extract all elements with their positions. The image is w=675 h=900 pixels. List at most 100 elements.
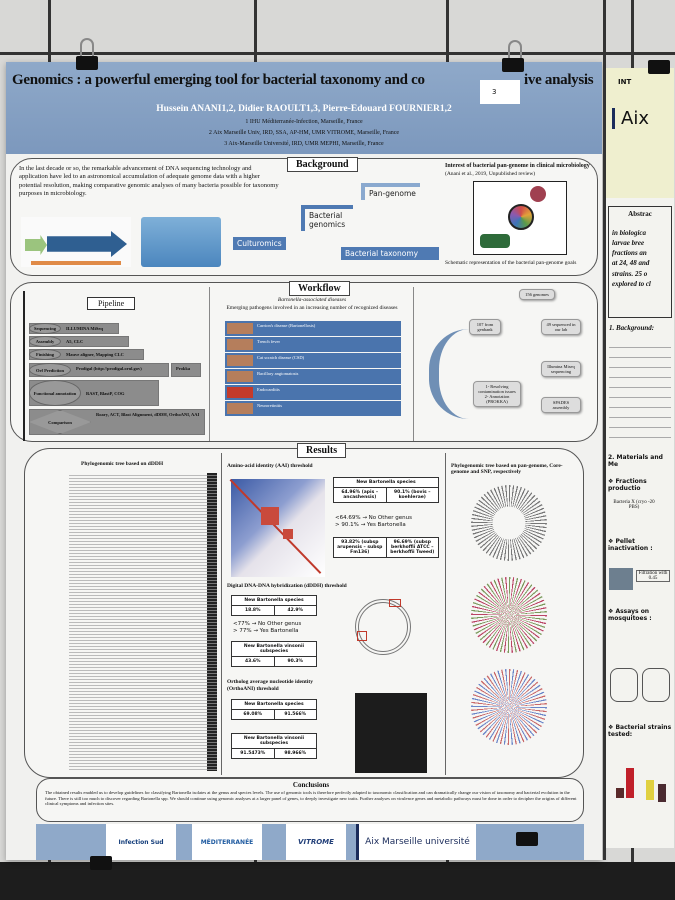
table-header: New Bartonella species (334, 478, 438, 488)
diseases-title: Bartonella-associated diseases (277, 297, 347, 303)
flow-resolve: 1- Resolving contamination issues 2- Ann… (473, 381, 521, 407)
table-cell: 43.6% (244, 659, 261, 664)
side-abstract: Abstrac in biologica larvae bree fractio… (608, 206, 672, 318)
disease-label: Carrion's disease (Bartonellosis) (257, 323, 316, 328)
logo-vitrome: VITROME (286, 824, 346, 860)
side-text (609, 338, 671, 446)
dddh-table: New Bartonella species 18.8% 42.9% (231, 595, 317, 616)
stair-bacterial-taxonomy: Bacterial taxonomy (341, 247, 439, 260)
iceberg-figure (141, 217, 221, 267)
aai-title: Amino-acid identity (AAI) threshold (227, 463, 313, 469)
bacteria-x-label: Bacteria X (cryo -20 PBS) (613, 500, 655, 510)
disease-item: Neuroretinitis (225, 401, 401, 416)
side-section: ❖ Bacterial strains tested: (608, 724, 672, 739)
pangenome-title: Interest of bacterial pan-genome in clin… (445, 163, 590, 169)
dddh-table-2: New Bartonella vinsonii subspecies 43.6%… (231, 641, 317, 667)
flow-total: 156 genomes (519, 289, 555, 300)
divider (413, 287, 414, 441)
flow-illumina: Illumina Miseq sequencing (541, 361, 581, 377)
background-text: In the last decade or so, the remarkable… (19, 165, 279, 198)
note: <77% → No Other genus (233, 621, 302, 627)
pan-tree-title: Phylogenomic tree based on pan-genome, C… (451, 463, 563, 475)
abstract-line: fractions an (612, 249, 647, 258)
table-cell: 69.08% (243, 712, 263, 717)
prokka-label: Prokka (171, 363, 201, 377)
side-photo (609, 568, 633, 590)
core-genome-tree (471, 577, 547, 653)
aai-notes: <64.69% → No Other genus > 90.1% → Yes Ba… (335, 515, 412, 529)
flow-spades: SPADES assembly (541, 397, 581, 413)
curved-arrow (429, 329, 469, 419)
binder-clip (90, 856, 112, 870)
tree-title: Phylogenomic tree based on dDDH (81, 461, 164, 467)
diseases-subtitle: Emerging pathogens involved in an increa… (226, 305, 398, 311)
title-end: ive analysis (524, 72, 594, 88)
note: > 90.1% → Yes Bartonella (335, 521, 406, 528)
table-cell: 98.966% (273, 749, 317, 758)
disease-label: Cat scratch disease (CSD) (257, 355, 305, 360)
table-cell: 96.69% (subsp berkhoffii ATCC – berkhoff… (385, 538, 439, 557)
diseases-list: Carrion's disease (Bartonellosis) Trench… (225, 321, 401, 417)
pipeline-step: Functional annotation (29, 380, 81, 406)
abstract-line: explored to cl (612, 279, 651, 288)
stair-pan-genome: Pan-genome (361, 183, 420, 200)
table-cell: 91.566% (273, 710, 317, 719)
note: <64.69% → No Other genus (335, 515, 412, 521)
side-section: ❖ Assays on mosquitoes : (608, 608, 652, 623)
abstract-line: in biologica (612, 229, 647, 237)
disease-item: Carrion's disease (Bartonellosis) (225, 321, 401, 336)
snp-tree (471, 669, 547, 745)
bar-chart-bar (658, 784, 666, 802)
filtration-label: Filtration with 0.45 (636, 570, 670, 582)
ani-heatmap (355, 693, 427, 773)
logo-infection-sud: Infection Sud (106, 824, 176, 860)
flow-sequenced: 49 sequenced in our lab (541, 319, 581, 335)
results-heading: Results (297, 443, 347, 458)
disease-item: Cat scratch disease (CSD) (225, 353, 401, 368)
disease-label: Trench fever (257, 339, 280, 344)
disease-item: Bacillary angiomatosis (225, 369, 401, 384)
abstract-line: at 24, 48 and (612, 259, 650, 268)
side-header-title: INT (618, 78, 632, 86)
pan-genome-tree (471, 485, 547, 561)
abstract-title: Abstrac (628, 210, 652, 218)
divider (209, 287, 210, 441)
conclusions-text: The obtained results enabled us to devel… (45, 790, 577, 807)
authors: Hussein ANANI1,2, Didier RAOULT1,3, Pier… (156, 104, 452, 114)
pipeline-step: Assembly (29, 336, 61, 347)
pipeline-step: Sequencing (29, 323, 61, 334)
aai-heatmap (229, 479, 325, 577)
disease-item: Trench fever (225, 337, 401, 352)
stair-bacterial-genomics: Bacterial genomics (301, 205, 353, 231)
timeline-figure (21, 217, 131, 267)
mosquito-cage-icon (642, 668, 670, 702)
disease-label: Bacillary angiomatosis (257, 371, 299, 376)
circular-tree-figure (355, 599, 411, 655)
affiliation: 2 Aix Marseille Univ, IRD, SSA, AP-HM, U… (208, 130, 400, 136)
side-logo: Aix (612, 108, 649, 129)
results-section: Results Phylogenomic tree based on dDDH … (24, 443, 584, 778)
side-section: 2. Materials and Me (608, 454, 663, 469)
background-section: Background In the last decade or so, the… (10, 157, 598, 276)
mosquito-cage-icon (610, 668, 638, 702)
table-cell: 64.96% (apis – ancashensis) (341, 490, 379, 500)
dddh-notes: <77% → No Other genus > 77% → Yes Bartone… (233, 621, 301, 635)
table-cell: 42.9% (273, 606, 317, 615)
poster: Genomics : a powerful emerging tool for … (6, 62, 602, 860)
flow-genbank: 107 from genbank (469, 319, 501, 335)
floor (0, 862, 675, 900)
side-section: 1. Background: (609, 324, 655, 332)
pangenome-reference: (Anani et al., 2019, Unpublished review) (445, 171, 536, 177)
stair-culturomics: Culturomics (233, 237, 286, 250)
ani-table-2: New Bartonella vinsonii subspecies 91.54… (231, 733, 317, 759)
binder-clip (648, 60, 670, 74)
ani-title: Ortholog average nucleotide identity (Or… (227, 679, 314, 692)
disease-label: Neuroretinitis (257, 403, 282, 408)
binder-clip (502, 58, 524, 72)
bar-chart-bar (646, 780, 654, 800)
number-sticker: 3 (480, 80, 520, 104)
table-cell: 90.1% (bovis – koehlerae) (385, 488, 439, 502)
binder-clip (516, 832, 538, 846)
pipeline-step: Finishing (29, 349, 61, 360)
pangenome-figure (473, 181, 567, 255)
